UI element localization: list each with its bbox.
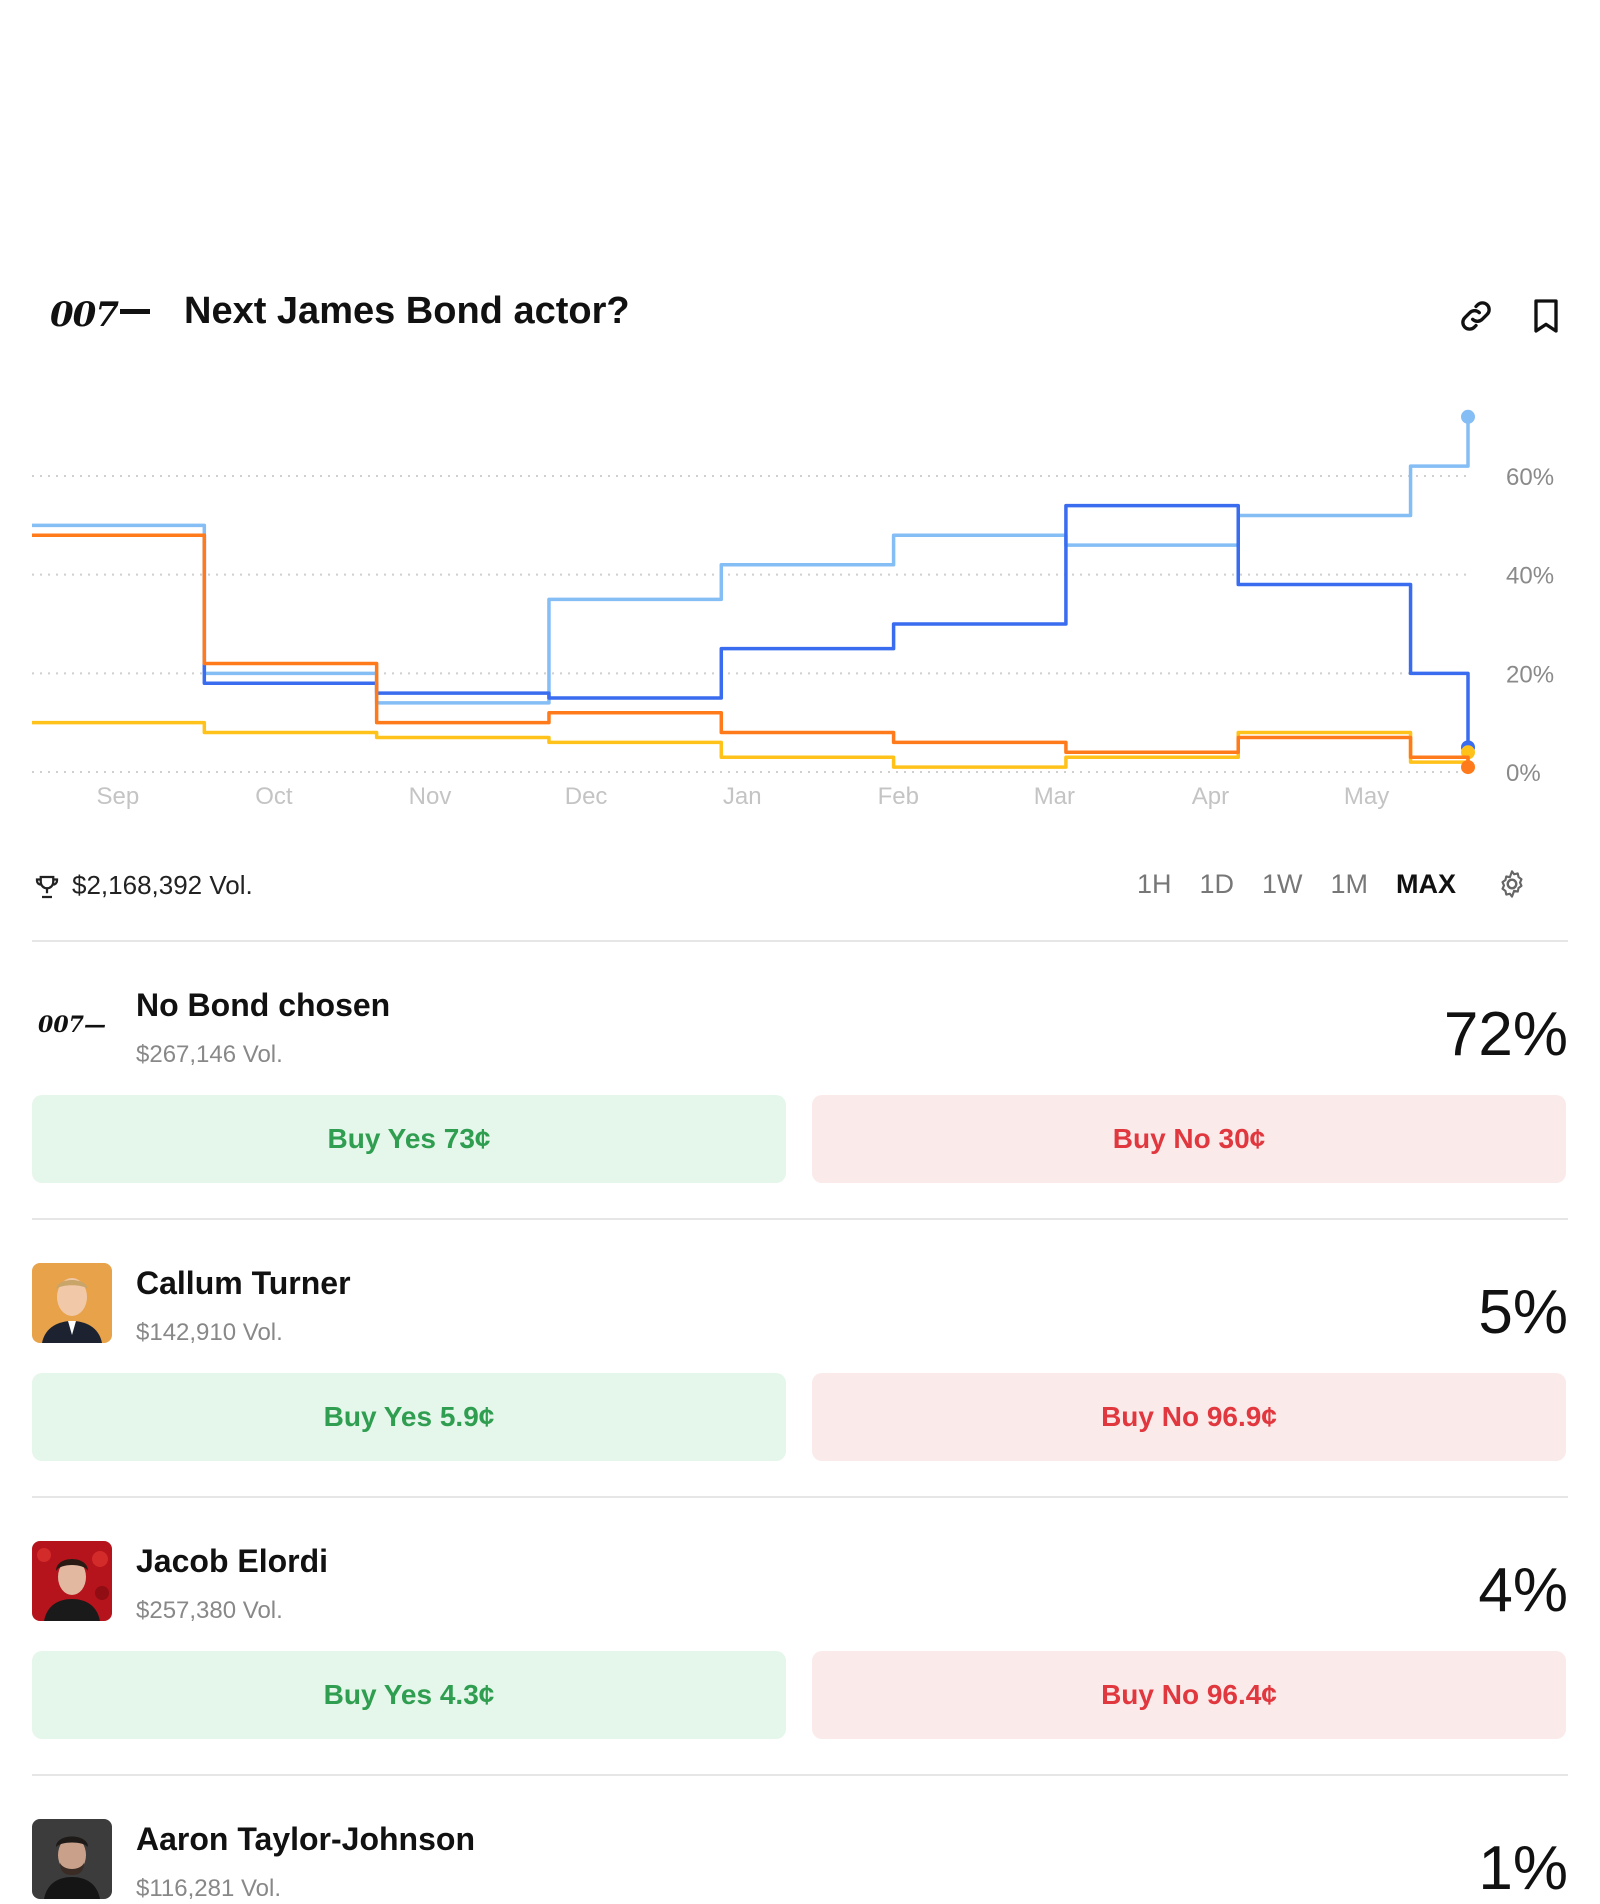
trophy-icon: [35, 875, 59, 899]
gear-icon[interactable]: [1496, 868, 1528, 900]
range-1d[interactable]: 1D: [1199, 868, 1234, 899]
range-1w[interactable]: 1W: [1261, 868, 1303, 899]
series-line: [32, 533, 1470, 768]
range-1h[interactable]: 1H: [1136, 868, 1172, 899]
outcome-percent: 4%: [1478, 1556, 1568, 1625]
bond-007-logo: 007: [50, 295, 150, 335]
outcome-row: Callum Turner $142,910 Vol. 5% Buy Yes 5…: [0, 1253, 1600, 1523]
price-history-chart: 0% 20% 40% 60% Sep Oct Nov Dec Jan Feb Mar Apr May: [0, 390, 1600, 820]
avatar-photo: [32, 1541, 112, 1621]
outcome-percent: 1%: [1478, 1834, 1568, 1903]
divider: [32, 1496, 1568, 1498]
time-range-selector: 1H 1D 1W 1M MAX: [1137, 868, 1528, 900]
outcome-row: Aaron Taylor-Johnson $116,281 Vol. 1%: [0, 1809, 1600, 1903]
outcome-name: Jacob Elordi: [136, 1543, 329, 1579]
outcome-name: No Bond chosen: [136, 987, 391, 1023]
outcome-row: Jacob Elordi $257,380 Vol. 4% Buy Yes 4.…: [0, 1531, 1600, 1801]
series-line: [32, 503, 1470, 748]
chart-svg: 0% 20% 40% 60% Sep Oct Nov Dec Jan Feb Mar Apr May: [32, 409, 1554, 810]
x-tick-label: Sep: [96, 783, 139, 810]
chart-toolbar: $2,168,392 Vol. 1H 1D 1W 1M MAX: [0, 860, 1600, 920]
buy-yes-button[interactable]: Buy Yes 5.9¢: [32, 1373, 786, 1461]
series-line: [32, 416, 1470, 705]
series-line: [32, 720, 1470, 769]
buy-no-button[interactable]: Buy No 96.4¢: [812, 1651, 1566, 1739]
avatar-photo: [32, 1263, 112, 1343]
range-max[interactable]: MAX: [1396, 868, 1456, 899]
divider: [32, 940, 1568, 942]
outcome-name: Aaron Taylor-Johnson: [136, 1821, 475, 1857]
series-end-dot: [1461, 760, 1475, 775]
x-tick-label: Oct: [255, 783, 293, 810]
y-tick-label: 60%: [1506, 464, 1554, 491]
total-volume: $2,168,392 Vol.: [72, 870, 253, 900]
outcome-percent: 5%: [1478, 1278, 1568, 1347]
outcome-row: 007— No Bond chosen $267,146 Vol. 72% Bu…: [0, 975, 1600, 1245]
buy-yes-button[interactable]: Buy Yes 73¢: [32, 1095, 786, 1183]
x-tick-label: Mar: [1034, 783, 1075, 810]
divider: [32, 1774, 1568, 1776]
range-1m[interactable]: 1M: [1330, 868, 1368, 899]
outcome-name: Callum Turner: [136, 1265, 351, 1301]
x-tick-label: Jan: [723, 783, 762, 810]
buy-no-button[interactable]: Buy No 30¢: [812, 1095, 1566, 1183]
x-tick-label: May: [1344, 783, 1389, 810]
outcome-volume: $257,380 Vol.: [136, 1597, 283, 1624]
x-tick-label: Nov: [409, 783, 452, 810]
y-tick-label: 20%: [1506, 661, 1554, 688]
outcome-percent: 72%: [1443, 1000, 1568, 1069]
market-title: Next James Bond actor?: [184, 290, 630, 332]
avatar-photo: [32, 1819, 112, 1899]
market-header: 007 Next James Bond actor?: [0, 270, 1600, 360]
x-tick-label: Feb: [878, 783, 919, 810]
y-tick-label: 0%: [1506, 760, 1541, 787]
buy-yes-button[interactable]: Buy Yes 4.3¢: [32, 1651, 786, 1739]
bookmark-icon[interactable]: [1526, 296, 1566, 336]
link-icon[interactable]: [1456, 296, 1496, 336]
series-end-dot: [1461, 409, 1475, 424]
x-tick-label: Apr: [1192, 783, 1229, 810]
x-tick-label: Dec: [565, 783, 608, 810]
outcome-volume: $116,281 Vol.: [136, 1875, 282, 1902]
outcome-volume: $142,910 Vol.: [136, 1319, 283, 1346]
divider: [32, 1218, 1568, 1220]
outcome-volume: $267,146 Vol.: [136, 1041, 283, 1068]
buy-no-button[interactable]: Buy No 96.9¢: [812, 1373, 1566, 1461]
bond-007-logo: 007—: [32, 985, 112, 1065]
y-tick-label: 40%: [1506, 563, 1554, 590]
